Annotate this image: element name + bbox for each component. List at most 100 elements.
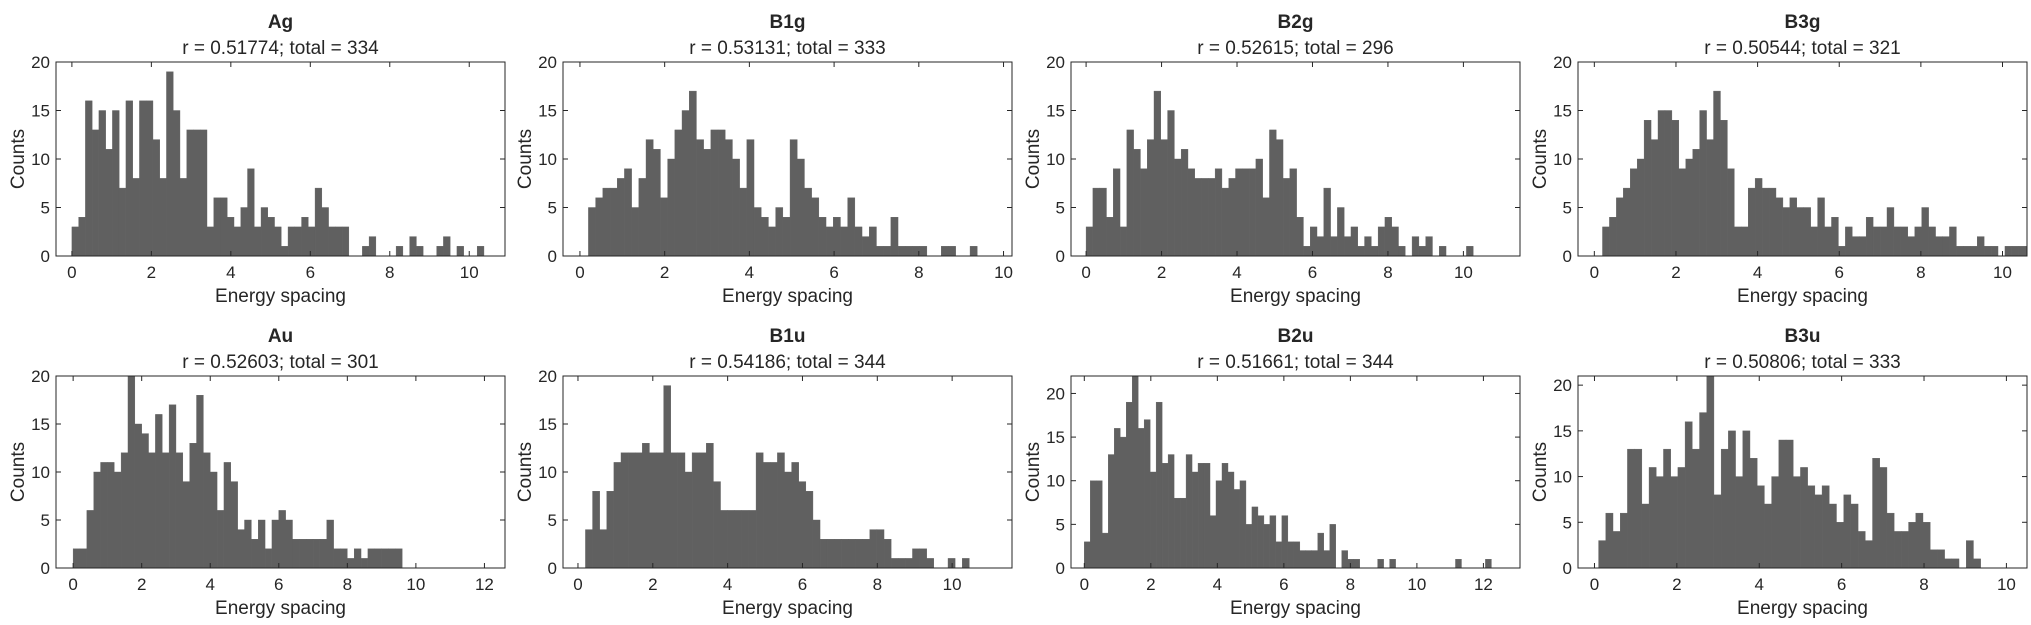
histogram-bar (1706, 139, 1714, 257)
histogram-bar (237, 529, 245, 569)
histogram-bar (1620, 512, 1628, 569)
histogram-bar (1886, 512, 1895, 569)
histogram-bar (1194, 178, 1202, 257)
histogram-bar (599, 529, 607, 569)
panel-title: Ag (268, 12, 293, 33)
histogram-bar (861, 236, 870, 257)
histogram-bar (1821, 485, 1830, 569)
histogram-bar (782, 216, 791, 257)
histogram-bar (1133, 149, 1141, 257)
histogram-panel-au: 0 2 4 6 8 10 12 0 5 10 15 20 Au r = 0.52603; total = … (8, 326, 506, 619)
histogram-bar (206, 226, 214, 257)
histogram-bar (1643, 119, 1652, 257)
histogram-bar (1915, 512, 1924, 569)
y-tick-label: 15 (538, 102, 557, 121)
histogram-bar (189, 443, 197, 569)
histogram-bar (734, 510, 743, 569)
histogram-bar (811, 197, 820, 257)
histogram-bar (897, 246, 906, 257)
histogram-bar (585, 529, 593, 569)
histogram-bar (1140, 168, 1148, 257)
histogram-bar (753, 207, 762, 257)
y-tick-label: 0 (548, 559, 557, 578)
histogram-bar (1684, 421, 1693, 569)
histogram-bar (627, 452, 636, 569)
histogram-panel-b3g: 0 2 4 6 8 10 0 5 10 15 20 B3g r = 0.50544; total = 3… (1530, 12, 2028, 307)
histogram-bar (905, 558, 913, 569)
histogram-panel-b2u: 0 2 4 6 8 10 12 0 5 10 15 20 B2u r = 0.51661; total =… (1023, 326, 1521, 619)
histogram-bar (1377, 226, 1386, 257)
histogram-bar (1350, 226, 1358, 257)
histogram-bar (213, 197, 221, 257)
x-tick-label: 8 (1919, 575, 1928, 594)
histogram-bar (186, 129, 194, 257)
histogram-bar (1670, 476, 1679, 569)
histogram-bar (1956, 246, 1964, 257)
y-tick-label: 10 (31, 463, 50, 482)
histogram-bar (381, 548, 389, 569)
histogram-bar (1160, 139, 1168, 257)
histogram-bar (898, 558, 906, 569)
histogram-bar (1191, 471, 1199, 569)
y-axis-label: Counts (515, 129, 536, 189)
x-tick-label: 0 (1081, 263, 1090, 282)
histogram-bar (1852, 236, 1860, 257)
histogram-bar (274, 226, 282, 257)
x-tick-label: 8 (1346, 575, 1355, 594)
histogram-bar (216, 510, 225, 569)
histogram-bar (761, 216, 769, 257)
histogram-bar (125, 100, 133, 257)
histogram-bar (367, 548, 375, 569)
histogram-bar (1824, 226, 1832, 257)
y-axis-label: Counts (8, 442, 29, 502)
histogram-bar (1907, 236, 1915, 257)
histogram-bar (1685, 158, 1693, 257)
histogram-bar (1418, 246, 1426, 257)
x-tick-label: 6 (1279, 575, 1288, 594)
y-tick-label: 15 (1553, 422, 1572, 441)
histogram-bar (1299, 550, 1307, 569)
histogram-bar (926, 558, 934, 569)
histogram-bar (120, 452, 129, 569)
x-tick-label: 4 (1213, 575, 1222, 594)
panel-subtitle: r = 0.51661; total = 344 (1197, 352, 1394, 373)
y-tick-label: 0 (1056, 247, 1065, 266)
histogram-bar (670, 452, 679, 569)
histogram-bar (638, 178, 647, 257)
histogram-bar (862, 539, 871, 569)
histogram-bar (1657, 110, 1666, 257)
histogram-bar (1778, 439, 1787, 569)
histogram-bar (1748, 187, 1756, 257)
histogram-bar (1311, 550, 1318, 569)
histogram-bar (1922, 522, 1931, 569)
histogram-bar (1179, 497, 1187, 569)
histogram-bar (292, 539, 300, 569)
x-tick-label: 8 (1916, 263, 1925, 282)
x-tick-label: 0 (67, 263, 76, 282)
histogram-bar (841, 539, 849, 569)
histogram-bar (1796, 207, 1804, 257)
histogram-bar (869, 226, 877, 257)
histogram-bar (1126, 129, 1134, 257)
histogram-bar (100, 462, 108, 569)
x-tick-label: 6 (306, 263, 315, 282)
histogram-bar (905, 246, 913, 257)
x-tick-label: 10 (943, 575, 962, 594)
histogram-bar (203, 452, 211, 569)
histogram-bar (660, 197, 668, 257)
histogram-bar (1713, 90, 1721, 257)
histogram-bar (748, 510, 757, 569)
histogram-bar (1281, 515, 1289, 569)
histogram-bar (869, 529, 878, 569)
histogram-bar (1807, 485, 1816, 569)
histogram-bar (1650, 139, 1659, 257)
y-tick-label: 15 (1046, 102, 1065, 121)
y-tick-label: 10 (31, 150, 50, 169)
histogram-bar (969, 246, 978, 257)
histogram-bar (1389, 559, 1396, 569)
histogram-bar (118, 187, 127, 257)
histogram-bar (1180, 149, 1189, 257)
y-tick-label: 5 (1056, 515, 1065, 534)
histogram-bar (1303, 246, 1311, 257)
histogram-bar (220, 197, 228, 257)
